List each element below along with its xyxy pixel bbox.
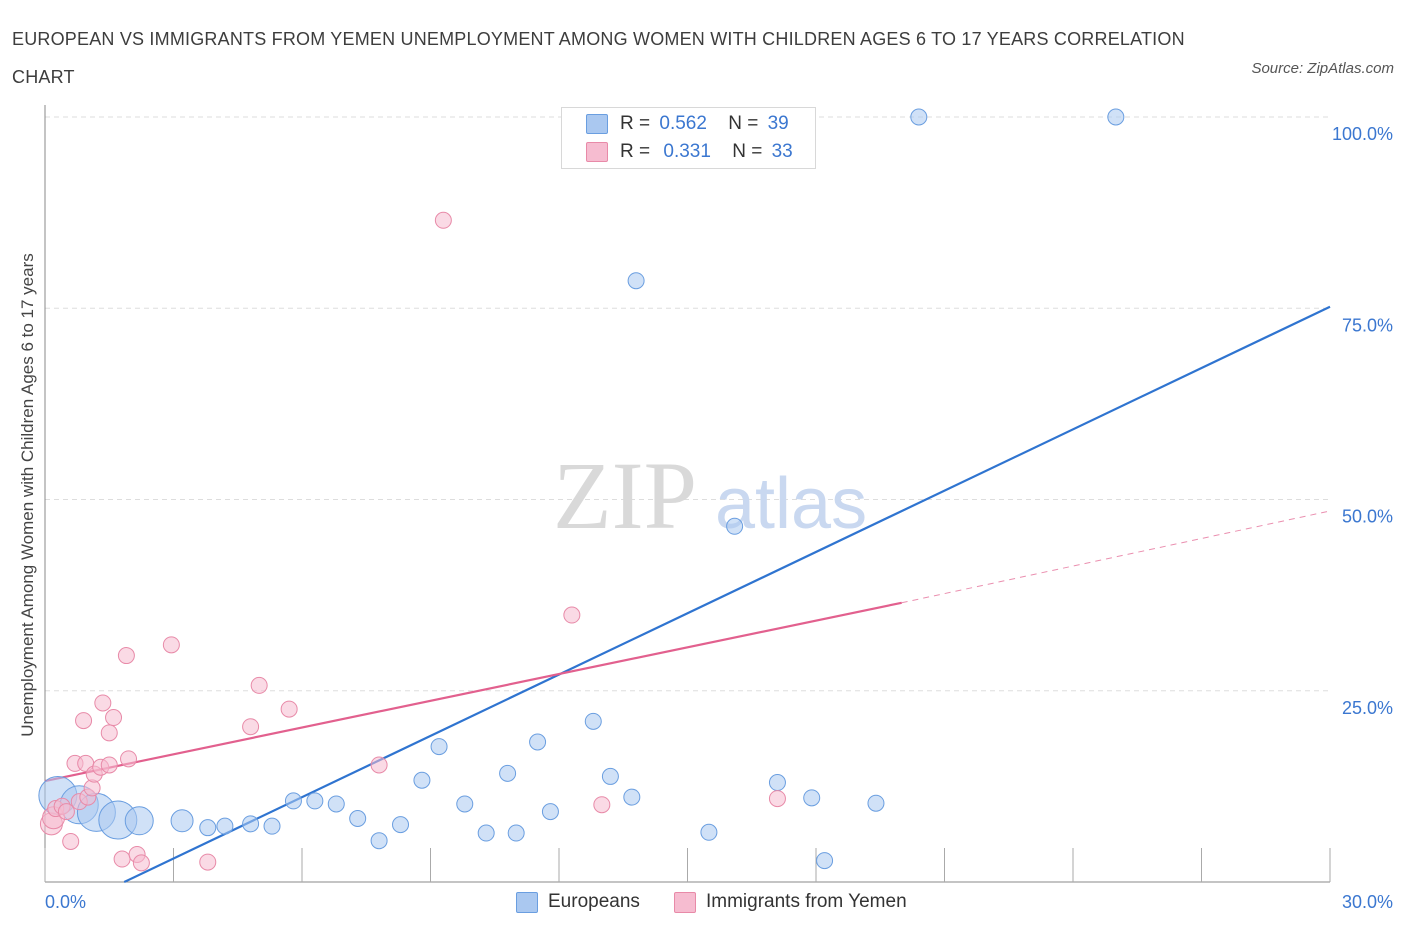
- data-point-europeans: [456, 795, 474, 813]
- data-point-yemen: [117, 647, 135, 665]
- y-tick-label: 25.0%: [1342, 698, 1393, 718]
- data-point-europeans: [816, 852, 834, 870]
- data-point-europeans: [284, 792, 302, 810]
- data-point-yemen: [62, 832, 80, 850]
- trendline-yemen-extension: [901, 510, 1331, 604]
- trendlines: [44, 305, 1331, 883]
- data-point-europeans: [910, 108, 928, 126]
- data-point-europeans: [499, 764, 517, 782]
- correlation-legend: R = 0.562 N = 39 R = 0.331 N = 33: [561, 107, 816, 169]
- data-point-europeans: [768, 774, 786, 792]
- y-tick-label: 100.0%: [1332, 124, 1393, 144]
- data-point-yemen: [370, 756, 388, 774]
- data-point-europeans: [242, 815, 260, 833]
- data-point-europeans: [726, 517, 744, 535]
- legend-swatch-europeans: [516, 892, 538, 913]
- data-point-europeans: [327, 795, 345, 813]
- x-tick-label: 30.0%: [1342, 892, 1393, 912]
- r-value: 0.562: [659, 113, 707, 134]
- data-point-europeans: [216, 817, 234, 835]
- data-point-europeans: [584, 712, 602, 730]
- data-points: [38, 108, 1125, 872]
- y-tick-label: 75.0%: [1342, 315, 1393, 335]
- trendline-europeans: [123, 305, 1331, 883]
- data-point-yemen: [768, 790, 786, 808]
- legend-swatch-yemen: [586, 142, 608, 162]
- data-point-europeans: [349, 810, 367, 828]
- data-point-yemen: [57, 803, 75, 821]
- data-point-yemen: [105, 709, 123, 727]
- data-point-yemen: [563, 606, 581, 624]
- data-point-europeans: [413, 771, 431, 789]
- legend-label-europeans: Europeans: [548, 891, 640, 912]
- n-value: 39: [767, 113, 789, 134]
- data-point-yemen: [593, 796, 611, 814]
- data-point-yemen: [242, 718, 260, 736]
- trendline-yemen: [44, 601, 902, 783]
- legend-stats-europeans: R = 0.562 N = 39: [620, 111, 789, 137]
- data-point-yemen: [250, 676, 268, 694]
- data-point-europeans: [430, 738, 448, 756]
- data-point-yemen: [280, 700, 298, 718]
- watermark-zip: ZIP: [553, 442, 697, 549]
- data-point-yemen: [199, 853, 217, 871]
- n-label: N =: [732, 141, 763, 162]
- legend-label-yemen: Immigrants from Yemen: [706, 891, 907, 912]
- data-point-yemen: [94, 694, 112, 712]
- legend-stats-yemen: R = 0.331 N = 33: [620, 139, 793, 165]
- data-point-yemen: [434, 211, 452, 229]
- data-point-europeans: [199, 819, 217, 837]
- data-point-yemen: [75, 712, 93, 730]
- watermark: ZIP atlas: [553, 442, 867, 549]
- data-point-europeans: [541, 803, 559, 821]
- n-label: N =: [728, 113, 759, 134]
- data-point-yemen: [100, 756, 118, 774]
- data-point-yemen: [162, 636, 180, 654]
- legend-swatch-europeans: [586, 114, 608, 134]
- data-point-europeans: [170, 809, 194, 833]
- data-point-europeans: [124, 806, 154, 836]
- axes: [44, 105, 1331, 883]
- tick-labels: 25.0% 50.0% 75.0% 100.0% 0.0% 30.0%: [45, 124, 1393, 912]
- data-point-yemen: [113, 850, 131, 868]
- data-point-yemen: [120, 750, 138, 768]
- data-point-europeans: [627, 272, 645, 290]
- data-point-europeans: [700, 823, 718, 841]
- x-tick-label: 0.0%: [45, 892, 86, 912]
- data-point-europeans: [867, 794, 885, 812]
- data-point-europeans: [529, 733, 547, 751]
- data-point-europeans: [392, 816, 410, 834]
- grid-lines: [45, 116, 1330, 692]
- data-point-europeans: [477, 824, 495, 842]
- n-value: 33: [771, 141, 793, 162]
- data-point-yemen: [100, 724, 118, 742]
- chart-title: EUROPEAN VS IMMIGRANTS FROM YEMEN UNEMPL…: [12, 29, 1185, 87]
- data-point-europeans: [306, 792, 324, 810]
- data-point-europeans: [623, 788, 641, 806]
- data-point-europeans: [1107, 108, 1125, 126]
- data-point-europeans: [803, 789, 821, 807]
- data-point-europeans: [601, 767, 619, 785]
- legend-swatch-yemen: [674, 892, 696, 913]
- data-point-europeans: [370, 832, 388, 850]
- data-point-yemen: [132, 854, 150, 872]
- y-tick-label: 50.0%: [1342, 507, 1393, 527]
- data-point-europeans: [507, 824, 525, 842]
- r-label: R =: [620, 141, 651, 162]
- source-label: Source: ZipAtlas.com: [1251, 60, 1394, 77]
- r-value: 0.331: [663, 141, 711, 162]
- y-axis-label: Unemployment Among Women with Children A…: [18, 253, 37, 737]
- r-label: R =: [620, 113, 651, 134]
- data-point-europeans: [263, 817, 281, 835]
